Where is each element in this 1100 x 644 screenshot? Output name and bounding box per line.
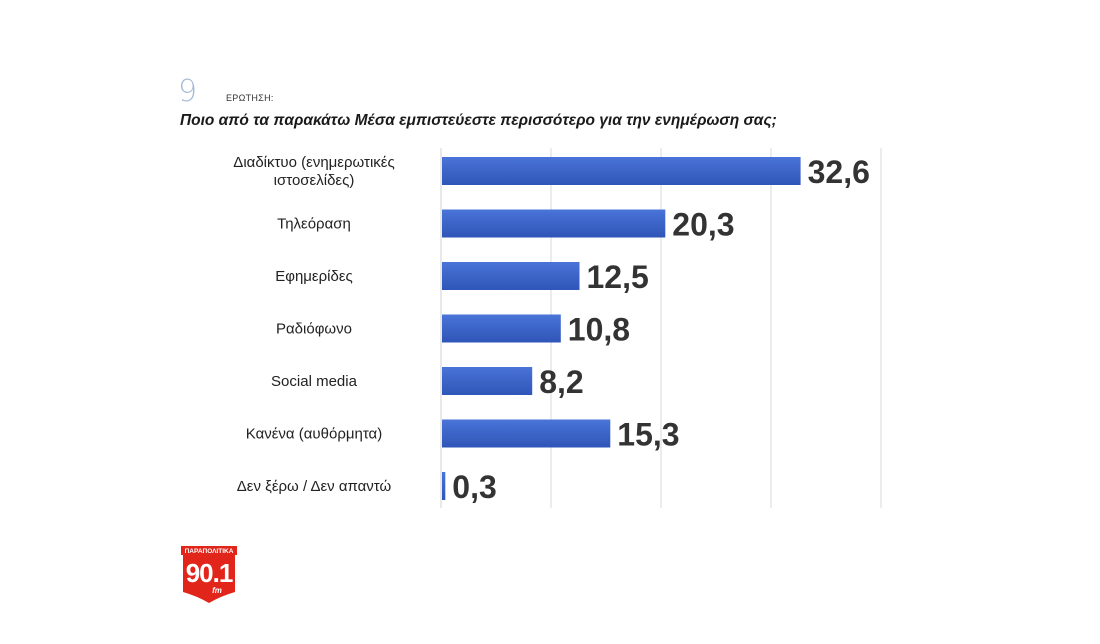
paraPolitika-90-1-logo: ΠΑΡΑΠΟΛΙΤΙΚΑ 90.1 fm xyxy=(181,546,237,603)
question-label: ΕΡΩΤΗΣΗ: xyxy=(226,93,274,103)
value-label: 20,3 xyxy=(672,207,734,243)
bar xyxy=(442,472,446,500)
category-label: Κανένα (αυθόρμητα) xyxy=(246,426,382,443)
value-label: 12,5 xyxy=(587,259,649,295)
value-label: 10,8 xyxy=(568,312,630,348)
category-label: Διαδίκτυο (ενημερωτικές ιστοσελίδες) xyxy=(233,154,394,189)
category-label: Δεν ξέρω / Δεν απαντώ xyxy=(237,478,392,495)
value-label: 15,3 xyxy=(617,417,679,453)
bar xyxy=(442,262,580,290)
logo-number: 90.1 xyxy=(186,558,233,588)
category-label: Τηλεόραση xyxy=(277,216,351,233)
bar xyxy=(442,314,561,343)
category-label: Ραδιόφωνο xyxy=(276,321,352,338)
bar xyxy=(442,209,666,238)
question-number: 9 xyxy=(178,74,198,109)
category-label: Εφημερίδες xyxy=(275,268,353,285)
bar xyxy=(442,419,611,448)
logo-top-text: ΠΑΡΑΠΟΛΙΤΙΚΑ xyxy=(185,548,234,555)
logo-suffix: fm xyxy=(212,586,222,595)
bar xyxy=(442,367,533,395)
question-text: Ποιο από τα παρακάτω Μέσα εμπιστεύεστε π… xyxy=(180,112,777,129)
value-label: 32,6 xyxy=(808,154,870,190)
bar xyxy=(442,157,801,185)
value-label: 8,2 xyxy=(539,364,583,400)
category-label: Social media xyxy=(271,373,358,390)
value-label: 0,3 xyxy=(452,469,496,505)
